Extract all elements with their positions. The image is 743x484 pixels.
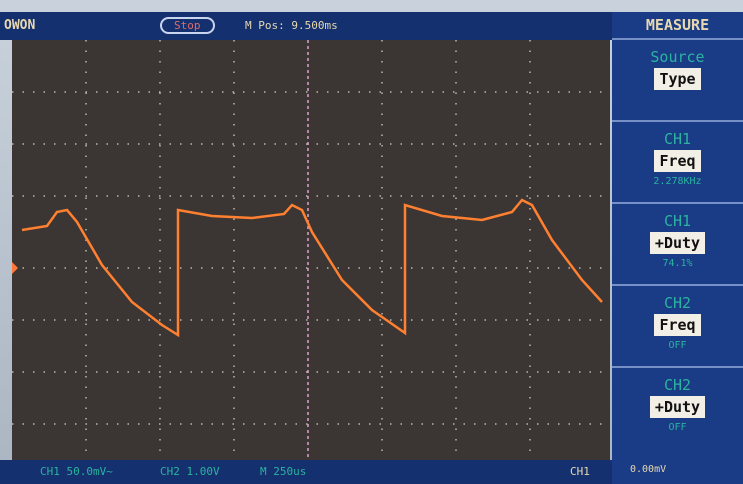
time-scale: M 250us <box>260 465 306 478</box>
menu-reading: 2.278KHz <box>612 176 743 187</box>
menu-button-wrap: +Duty <box>612 394 743 418</box>
menu-reading: 74.1% <box>612 258 743 269</box>
graticule <box>12 40 610 460</box>
ch2-scale: CH2 1.00V <box>160 465 220 478</box>
time-position: M Pos: 9.500ms <box>245 19 338 32</box>
top-bar: OWON Stop M Pos: 9.500ms <box>0 12 612 40</box>
menu-button[interactable]: Freq <box>654 150 700 172</box>
menu-section: CH1 +Duty 74.1% <box>612 202 743 286</box>
menu-title: MEASURE <box>612 16 743 34</box>
menu-button-wrap: Type <box>612 66 743 90</box>
trigger-source: CH1 <box>570 465 590 478</box>
menu-button[interactable]: Type <box>654 68 700 90</box>
menu-heading: CH1 <box>612 130 743 148</box>
menu-section: CH2 Freq OFF <box>612 284 743 368</box>
menu-heading: CH2 <box>612 294 743 312</box>
screen-bg <box>12 40 610 460</box>
run-state: Stop <box>160 17 215 34</box>
menu-button-wrap: Freq <box>612 148 743 172</box>
menu-section: Source Type <box>612 38 743 122</box>
menu-heading: CH2 <box>612 376 743 394</box>
menu-button[interactable]: Freq <box>654 314 700 336</box>
brand: OWON <box>4 18 35 33</box>
menu-panel: MEASURE Source Type CH1 Freq 2.278KHz CH1 +Dut… <box>612 12 743 484</box>
scope-screen: OWON Stop M Pos: 9.500ms CH1 50.0mV~ CH2… <box>0 0 743 484</box>
menu-section: CH1 Freq 2.278KHz <box>612 120 743 204</box>
bottom-bar: CH1 50.0mV~ CH2 1.00V M 250us CH1 <box>0 460 612 484</box>
menu-heading: Source <box>612 48 743 66</box>
menu-heading: CH1 <box>612 212 743 230</box>
menu-reading: OFF <box>612 422 743 433</box>
menu-section: CH2 +Duty OFF <box>612 366 743 450</box>
menu-button-wrap: +Duty <box>612 230 743 254</box>
trigger-level: 0.00mV <box>630 464 666 475</box>
menu-button[interactable]: +Duty <box>650 396 705 418</box>
ch1-scale: CH1 50.0mV~ <box>40 465 113 478</box>
menu-button-wrap: Freq <box>612 312 743 336</box>
menu-reading: OFF <box>612 340 743 351</box>
menu-button[interactable]: +Duty <box>650 232 705 254</box>
